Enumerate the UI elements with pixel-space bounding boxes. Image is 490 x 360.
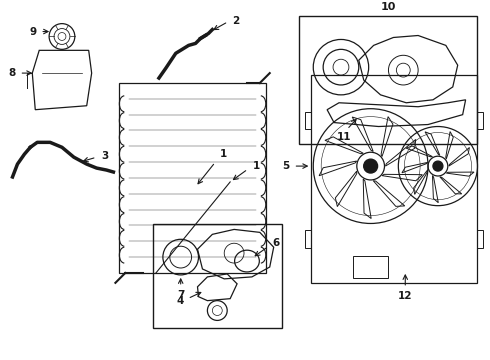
Bar: [305, 230, 311, 248]
Bar: [153, 225, 282, 328]
Bar: [305, 112, 311, 130]
Bar: [120, 83, 266, 273]
Text: 9: 9: [29, 27, 36, 37]
Text: 10: 10: [381, 2, 396, 12]
Text: 3: 3: [101, 151, 109, 161]
Text: 1: 1: [220, 149, 227, 159]
Bar: [353, 256, 389, 278]
Bar: [299, 16, 477, 144]
Text: 4: 4: [176, 296, 184, 306]
Bar: [477, 230, 484, 248]
Text: 1: 1: [253, 161, 260, 171]
Text: 12: 12: [398, 291, 413, 301]
Circle shape: [433, 161, 443, 171]
Text: 6: 6: [273, 238, 280, 248]
Text: 5: 5: [282, 161, 290, 171]
Circle shape: [364, 159, 378, 173]
Text: 8: 8: [8, 68, 16, 78]
Bar: [477, 112, 484, 130]
Text: 2: 2: [232, 15, 240, 26]
Text: 11: 11: [337, 132, 351, 143]
Text: 7: 7: [177, 290, 184, 300]
Bar: [311, 75, 477, 283]
